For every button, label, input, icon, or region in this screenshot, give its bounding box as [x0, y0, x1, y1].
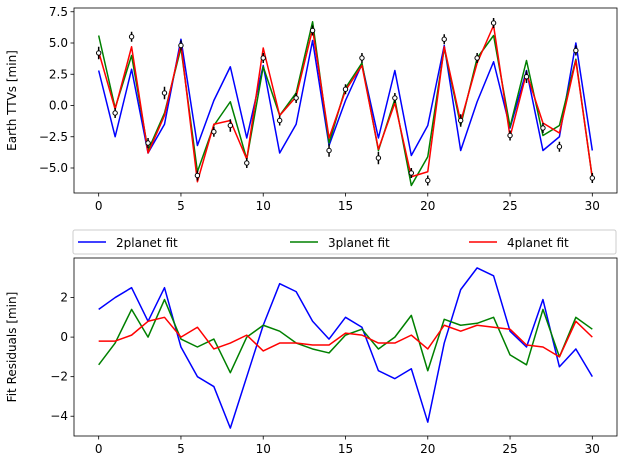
ttv-series-4planet-fit [97, 24, 594, 183]
observation-point [457, 117, 464, 124]
ttv-xtick-label: 0 [95, 199, 103, 213]
ttv-ytick-label: 5.0 [49, 36, 68, 50]
observation-point [490, 20, 497, 26]
ttv-ytick-label: 2.5 [49, 67, 68, 81]
observation-point [342, 86, 349, 92]
ttv-ylabel: Earth TTVs [min] [5, 50, 19, 151]
residual-xtick-label: 0 [95, 442, 103, 456]
ttv-ytick-label: −5.0 [39, 161, 68, 175]
ttv-xtick-label: 30 [585, 199, 600, 213]
residual-ylabel: Fit Residuals [min] [5, 292, 19, 403]
observation-point [474, 55, 480, 61]
observation-point [441, 36, 447, 42]
observation-point [556, 144, 563, 150]
observation-point [244, 160, 250, 166]
legend: 2planet fit 3planet fit 4planet fit [72, 229, 617, 255]
ttv-xtick-label: 15 [338, 199, 353, 213]
observation-point [112, 110, 118, 116]
ttv-xtick-label: 20 [420, 199, 435, 213]
residual-xtick-label: 5 [177, 442, 185, 456]
residual-ytick-label: 0 [60, 330, 68, 344]
residual-ytick-label: 2 [60, 291, 68, 305]
observation-point [375, 155, 382, 161]
observation-point [507, 132, 513, 139]
observation-point [309, 27, 316, 34]
legend-label-4planet: 4planet fit [507, 236, 569, 250]
observation-point [95, 50, 102, 56]
observation-point [260, 55, 266, 61]
ttv-ytick-label: 0.0 [49, 99, 68, 113]
residual-xtick-label: 20 [420, 442, 435, 456]
observation-point [211, 129, 217, 135]
observation-point [293, 95, 299, 101]
residual-axes-frame [73, 257, 618, 437]
residual-ytick-label: −2 [50, 370, 68, 384]
observation-point [326, 147, 332, 154]
observation-point [523, 74, 530, 80]
observation-point [425, 177, 431, 184]
observation-point [359, 55, 365, 61]
observation-point [276, 117, 283, 124]
residual-xtick-label: 30 [585, 442, 600, 456]
legend-frame [72, 229, 617, 255]
observation-point [589, 175, 596, 181]
ttv-ytick-label: −2.5 [39, 130, 68, 144]
observation-point [194, 172, 201, 179]
observation-point [178, 42, 184, 49]
observation-point [128, 34, 135, 40]
ttv-series-2planet-fit [97, 38, 594, 157]
residual-series-4planet-fit [98, 316, 593, 358]
ttv-panel: 0 5 10 15 20 25 30 −5.0 −2.5 0.0 2.5 5.0 7.5 Earth TT… [5, 5, 618, 213]
legend-label-3planet: 3planet fit [328, 236, 390, 250]
observation-point [161, 90, 168, 96]
observation-point [573, 47, 579, 54]
ttv-ytick-label: 7.5 [49, 5, 68, 19]
ttv-xtick-label: 10 [256, 199, 271, 213]
ttv-xtick-label: 5 [177, 199, 185, 213]
observation-point [227, 122, 234, 129]
observation-point [392, 95, 398, 101]
residuals-panel: 0 5 10 15 20 25 30 −4 −2 0 2 Fit Residuals [min] [5, 257, 618, 456]
observation-point [145, 140, 151, 146]
residual-series-3planet-fit [98, 298, 593, 374]
residual-series-2planet-fit [98, 267, 593, 429]
residual-xtick-label: 25 [502, 442, 517, 456]
observation-point [540, 125, 546, 131]
residual-xtick-label: 15 [338, 442, 353, 456]
observation-point [408, 170, 415, 176]
legend-label-2planet: 2planet fit [116, 236, 178, 250]
ttv-xtick-label: 25 [502, 199, 517, 213]
residual-ytick-label: −4 [50, 409, 68, 423]
residual-xtick-label: 10 [256, 442, 271, 456]
